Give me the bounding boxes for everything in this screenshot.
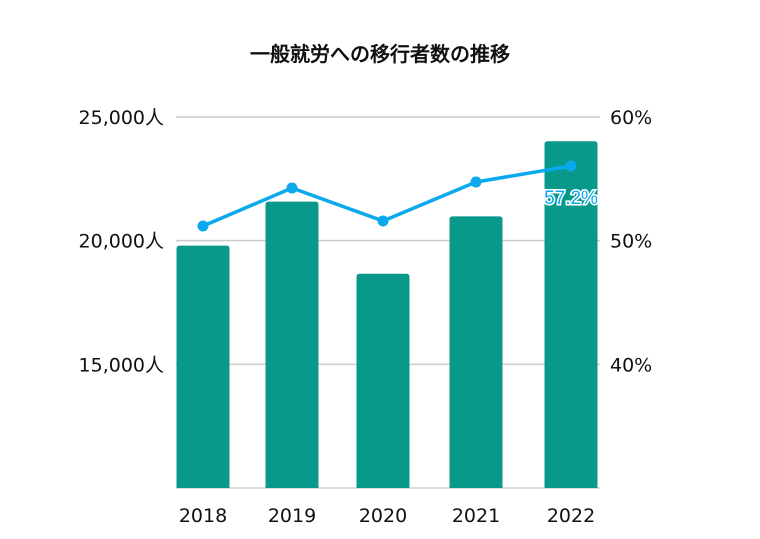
x-tick-label: 2022 [547,505,595,527]
left-axis-tick-label: 25,000人 [79,107,164,129]
left-axis-tick-label: 15,000人 [79,354,164,376]
bar-2021 [449,216,503,489]
x-tick-label: 2021 [452,505,500,527]
x-tick-label: 2020 [359,505,407,527]
rate-point-2022 [565,160,577,172]
rate-data-label: 57.2% [544,188,598,209]
rate-line [202,164,572,228]
rate-point-2020 [377,215,389,227]
right-axis-tick-label: 40% [610,354,652,376]
bar-2019 [265,201,319,488]
rate-point-2019 [286,182,298,194]
right-axis-tick-label: 60% [610,107,652,129]
rate-point-2021 [470,176,482,188]
bar-2020 [356,273,410,488]
x-tick-label: 2018 [179,505,227,527]
rate-point-2018 [197,220,209,232]
right-axis-tick-label: 50% [610,231,652,253]
left-axis-tick-label: 20,000人 [79,231,164,253]
chart-title: 一般就労への移行者数の推移 [250,42,510,66]
bar-2022 [544,141,598,489]
x-tick-label: 2019 [268,505,316,527]
bar-2018 [176,245,230,488]
